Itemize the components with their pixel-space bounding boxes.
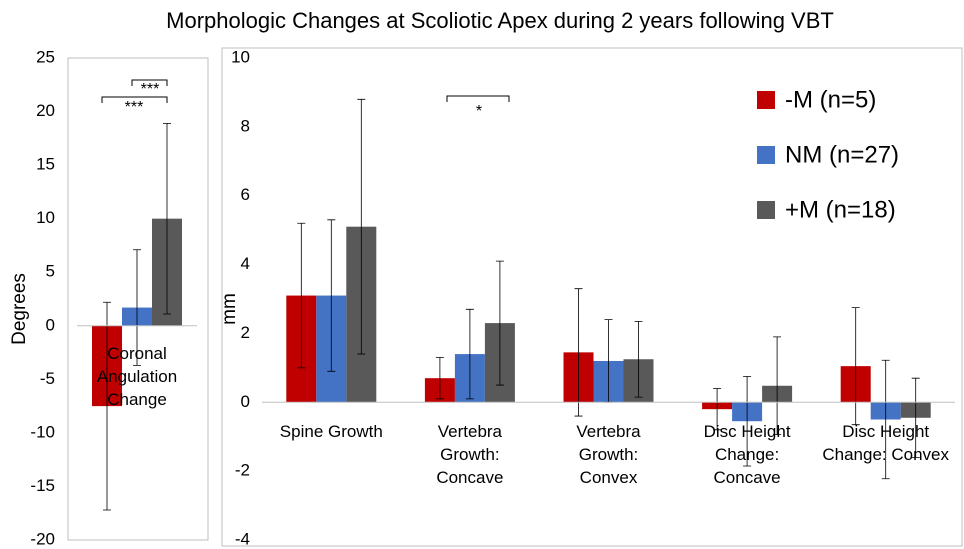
chart-title: Morphologic Changes at Scoliotic Apex du… (166, 8, 834, 33)
x-category-label: Disc Height Change: Convex (822, 422, 949, 464)
x-category-label: Vertebra Growth: Convex (576, 422, 641, 487)
panel-frame (221, 47, 963, 547)
annotation: * (476, 103, 482, 120)
error-bar (574, 288, 583, 417)
error-bar (357, 98, 366, 355)
y-tick-label: 6 (241, 185, 250, 204)
legend-swatch (757, 201, 775, 219)
significance-bracket (101, 96, 168, 103)
y-tick-label: 8 (241, 116, 250, 135)
legend-label: -M (n=5) (785, 86, 876, 113)
error-bar (881, 359, 890, 480)
y-tick-label: 15 (36, 155, 55, 174)
error-bar (773, 336, 782, 436)
y-axis-label: mm (219, 293, 240, 325)
y-axis-label: Degrees (9, 273, 30, 345)
error-bar (713, 388, 722, 431)
error-bar (163, 122, 171, 315)
y-tick-label: 0 (241, 392, 250, 411)
x-category-label: Coronal Angulation Change (96, 344, 178, 409)
error-bar (465, 308, 474, 400)
annotation: *** (141, 81, 160, 98)
legend-swatch (757, 146, 775, 164)
y-tick-label: -2 (235, 461, 250, 480)
y-tick-label: 10 (231, 47, 250, 66)
legend-label: NM (n=27) (785, 141, 899, 168)
x-category-label: Disc Height Change: Concave (703, 422, 791, 487)
error-bar (911, 377, 920, 458)
error-bar (103, 301, 111, 511)
y-tick-label: -10 (30, 422, 55, 441)
y-tick-label: 5 (46, 262, 55, 281)
y-tick-label: -4 (235, 529, 250, 548)
error-bar (634, 320, 643, 398)
legend-label: +M (n=18) (785, 196, 896, 223)
y-tick-label: 10 (36, 208, 55, 227)
error-bar (495, 260, 504, 386)
y-tick-label: 20 (36, 101, 55, 120)
y-tick-label: 2 (241, 323, 250, 342)
significance-bracket (131, 79, 168, 86)
y-tick-label: 4 (241, 254, 250, 273)
y-tick-label: 25 (36, 47, 55, 66)
error-bar (435, 357, 444, 400)
panel-frame (67, 57, 209, 541)
significance-bracket (446, 95, 510, 102)
error-bar (327, 219, 336, 372)
y-tick-label: -5 (40, 369, 55, 388)
x-category-label: Spine Growth (279, 422, 383, 441)
x-category-label: Vertebra Growth: Concave (436, 422, 504, 487)
y-tick-label: -15 (30, 476, 55, 495)
annotation: *** (125, 99, 144, 116)
y-tick-label: -20 (30, 529, 55, 548)
error-bar (133, 249, 141, 366)
legend-swatch (757, 91, 775, 109)
error-bar (851, 307, 860, 426)
error-bar (743, 376, 752, 467)
error-bar (297, 222, 306, 369)
y-tick-label: 0 (46, 315, 55, 334)
